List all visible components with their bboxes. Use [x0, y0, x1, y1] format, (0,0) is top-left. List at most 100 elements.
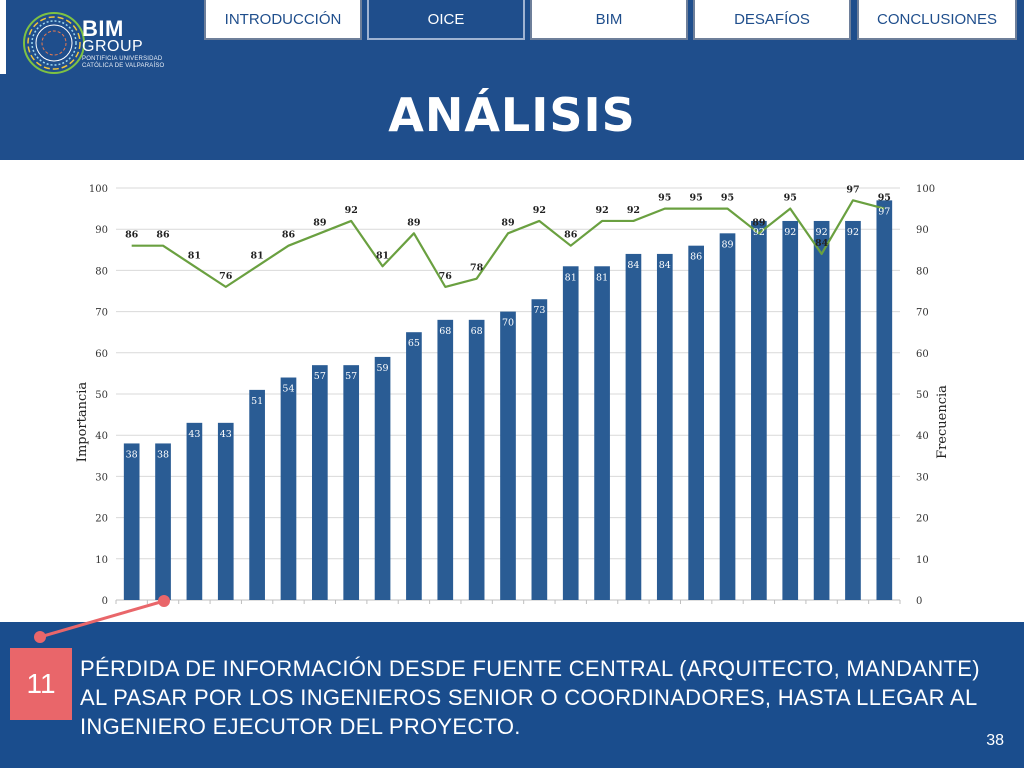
- nav-tab-desafios[interactable]: DESAFÍOS: [693, 0, 851, 40]
- y-tick-label-left: 80: [95, 266, 108, 277]
- line-value-label: 95: [721, 193, 734, 204]
- frequency-line: [131, 199, 885, 288]
- bar-value-label: 81: [596, 272, 608, 283]
- bar-value-label: 54: [282, 384, 294, 395]
- bar-value-label: 92: [816, 227, 828, 238]
- logo-institution-line1: PONTIFICIA UNIVERSIDAD: [82, 56, 163, 62]
- callout-line: [39, 599, 165, 639]
- y-tick-label-right: 70: [916, 308, 929, 319]
- bar: [374, 356, 391, 600]
- header-accent-strip: [0, 0, 6, 74]
- bar: [782, 220, 799, 600]
- line-value-label: 95: [690, 193, 703, 204]
- chart-area: 0 0 10 10 20 20 30 30 40 40 50 50 60 60 70 70 80 80 90 90 10…: [0, 160, 1024, 622]
- bar: [531, 299, 548, 600]
- y-tick-label-left: 40: [95, 431, 108, 442]
- bar: [845, 220, 861, 600]
- y-tick-label-right: 10: [916, 555, 929, 566]
- bar: [751, 220, 767, 600]
- line-value-label: 92: [345, 205, 358, 216]
- bar: [249, 389, 265, 600]
- y-tick-label-left: 100: [89, 184, 108, 195]
- bar: [217, 422, 234, 600]
- bar: [876, 200, 893, 601]
- page-title: ANÁLISIS: [388, 88, 636, 142]
- y-tick-label-left: 20: [95, 514, 108, 525]
- bar-value-label: 43: [188, 429, 200, 440]
- line-value-label: 95: [784, 193, 797, 204]
- line-value-label: 76: [439, 271, 453, 282]
- bar-value-label: 51: [251, 396, 263, 407]
- bar-value-label: 59: [377, 363, 389, 374]
- bar: [406, 332, 422, 600]
- nav-tab-oice[interactable]: OICE: [367, 0, 525, 40]
- bim-group-logo: [14, 8, 174, 78]
- y-tick-label-right: 30: [916, 472, 929, 483]
- bar-value-label: 70: [502, 318, 514, 329]
- line-value-label: 92: [627, 205, 640, 216]
- y-tick-label-left: 90: [95, 225, 108, 236]
- logo-institution-line2: CATÓLICA DE VALPARAÍSO: [82, 63, 165, 69]
- y-tick-label-right: 40: [916, 431, 929, 442]
- bar-value-label: 92: [753, 227, 765, 238]
- bar-value-label: 38: [157, 449, 169, 460]
- callout-dot-start: [34, 631, 46, 643]
- line-value-label: 76: [219, 271, 233, 282]
- bar-value-label: 84: [627, 260, 639, 271]
- callout-dot-end: [158, 595, 170, 607]
- line-value-label: 86: [282, 230, 296, 241]
- nav-tab-bim[interactable]: BIM: [530, 0, 688, 40]
- bar-value-label: 65: [408, 338, 420, 349]
- bar: [594, 266, 610, 600]
- bar-value-label: 92: [847, 227, 859, 238]
- line-value-label: 89: [407, 217, 421, 228]
- bar-value-label: 84: [659, 260, 671, 271]
- bar: [813, 220, 830, 600]
- bar-value-label: 38: [126, 449, 138, 460]
- y-tick-label-right: 100: [916, 184, 935, 195]
- nav-tab-conclusiones[interactable]: CONCLUSIONES: [857, 0, 1017, 40]
- bar: [562, 266, 579, 600]
- footer-band: [0, 622, 1024, 768]
- bar-value-label: 68: [439, 326, 451, 337]
- line-value-label: 92: [533, 205, 546, 216]
- logo-title: BIM: [82, 16, 124, 41]
- bar: [312, 365, 328, 600]
- bar: [437, 319, 454, 600]
- y-tick-label-left: 60: [95, 349, 108, 360]
- y-tick-label-left: 50: [95, 390, 108, 401]
- line-value-label: 86: [564, 230, 578, 241]
- bar: [280, 377, 297, 600]
- y-tick-label-right: 0: [916, 596, 922, 607]
- bar: [656, 253, 673, 601]
- bar: [343, 365, 360, 600]
- y-tick-label-right: 20: [916, 514, 929, 525]
- y-tick-label-left: 10: [95, 555, 108, 566]
- bar-value-label: 57: [314, 371, 326, 382]
- y-tick-label-right: 60: [916, 349, 929, 360]
- line-value-label: 78: [470, 263, 484, 274]
- importance-frequency-chart: 0 0 10 10 20 20 30 30 40 40 50 50 60 60 70 70 80 80 90 90 10…: [75, 184, 950, 607]
- line-value-label: 95: [658, 193, 671, 204]
- bar-value-label: 86: [690, 252, 702, 263]
- y-tick-label-right: 50: [916, 390, 929, 401]
- bar-value-label: 92: [784, 227, 796, 238]
- logo-ring-icon: [23, 12, 85, 74]
- logo-subtitle: GROUP: [82, 38, 144, 55]
- item-number-badge: 11: [10, 648, 72, 720]
- bar: [186, 422, 203, 600]
- y-tick-label-left: 30: [95, 472, 108, 483]
- nav-tab-introduccion[interactable]: INTRODUCCIÓN: [204, 0, 362, 40]
- bar: [719, 233, 736, 600]
- bar: [625, 253, 642, 601]
- line-value-label: 81: [251, 250, 264, 261]
- y-tick-label-left: 0: [102, 596, 108, 607]
- bar-value-label: 57: [345, 371, 357, 382]
- bar: [123, 443, 140, 600]
- line-value-label: 89: [313, 217, 327, 228]
- bar-value-label: 68: [471, 326, 483, 337]
- y-tick-label-left: 70: [95, 308, 108, 319]
- bar: [500, 311, 516, 600]
- line-value-label: 81: [376, 250, 389, 261]
- bar-value-label: 73: [533, 305, 545, 316]
